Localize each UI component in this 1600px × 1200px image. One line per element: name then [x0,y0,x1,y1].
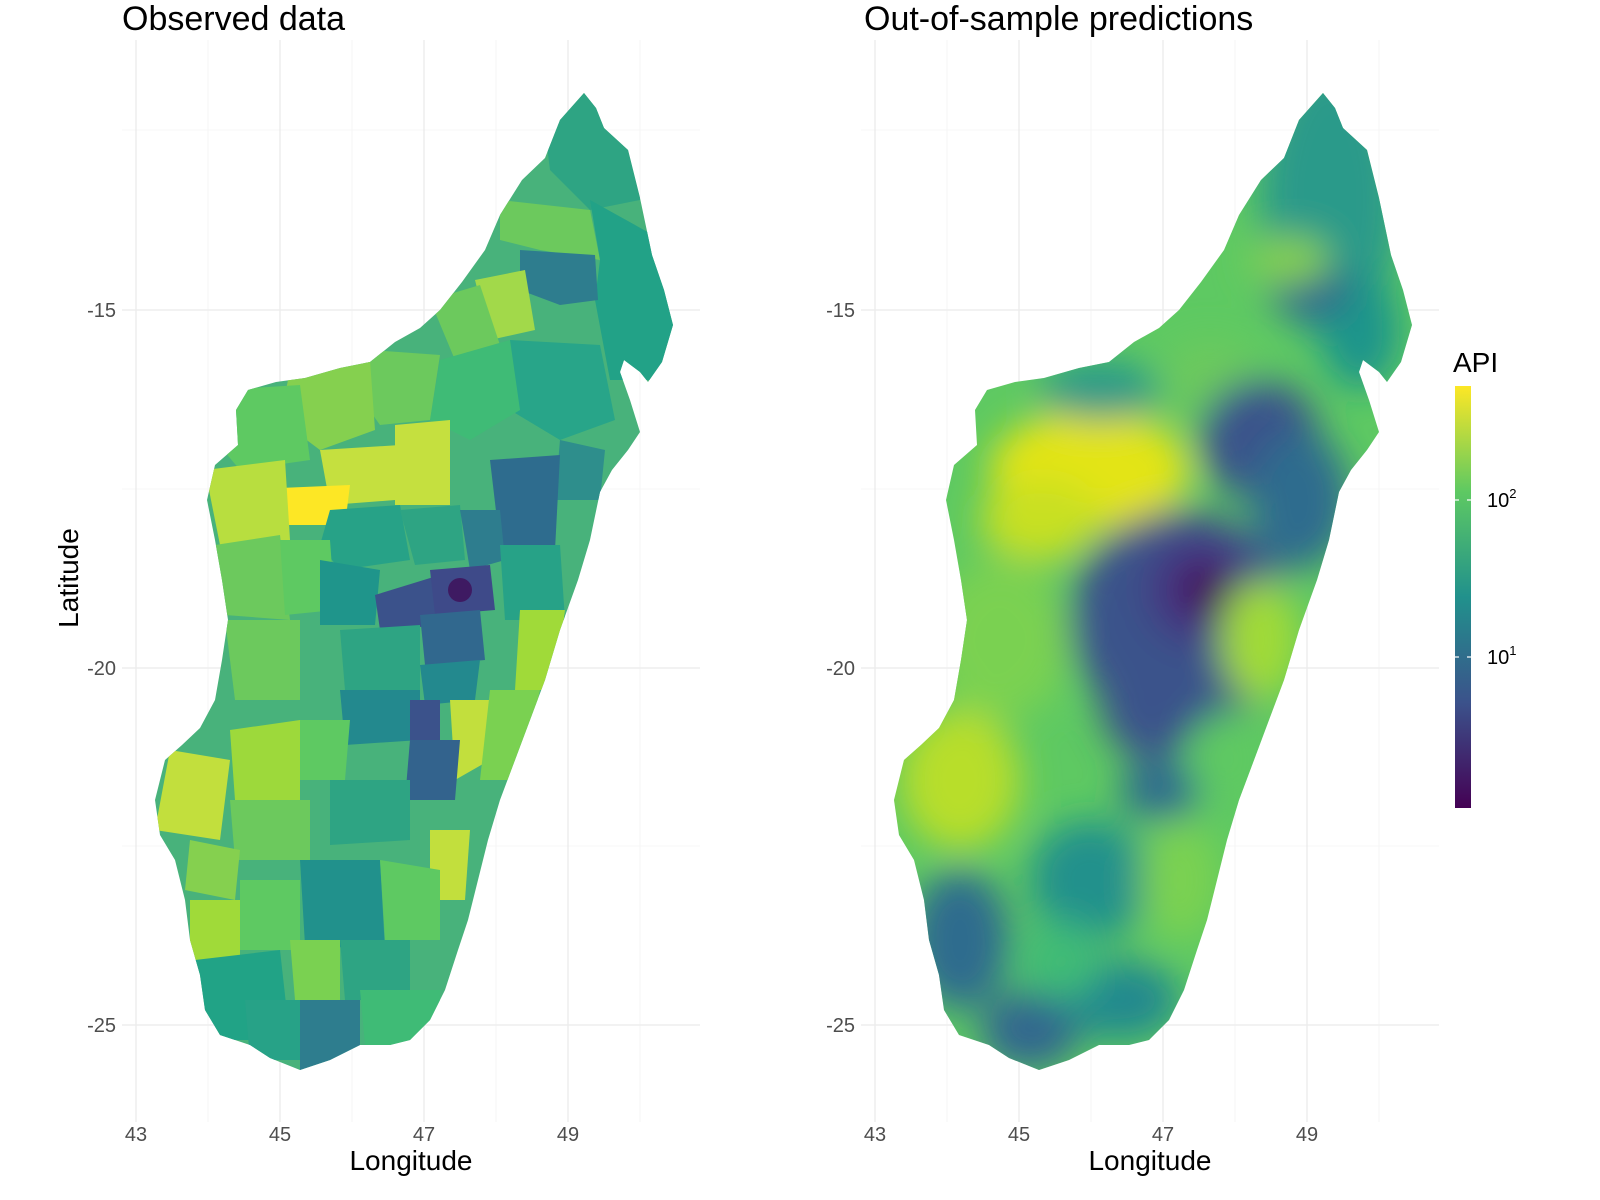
y-tick-label: -25 [826,1015,855,1037]
x-tick-label: 47 [413,1124,435,1146]
colorbar [1455,386,1471,808]
legend-tick-10: 101 [1487,643,1516,669]
prediction-map [894,93,1412,1070]
x-tick-label: 47 [1152,1124,1174,1146]
y-ticks-observed: -15 -20 -25 [87,300,116,1037]
x-axis-label: Longitude [1088,1145,1211,1176]
y-tick-label: -25 [87,1015,116,1037]
panel-title: Out-of-sample predictions [864,0,1253,38]
panel-predictions: 43 45 47 49 -15 -20 -25 Out-of-sample pr… [826,0,1439,1176]
x-ticks-predictions: 43 45 47 49 [864,1124,1318,1146]
legend-title: API [1453,347,1498,378]
panel-observed: 43 45 47 49 -15 -20 -25 Observed data Lo… [53,0,700,1176]
x-tick-label: 49 [1296,1124,1318,1146]
y-axis-label: Latitude [53,528,84,628]
y-tick-label: -20 [87,658,116,680]
y-tick-label: -15 [826,300,855,322]
x-tick-label: 45 [1008,1124,1030,1146]
legend-tick-100: 102 [1487,486,1516,512]
x-axis-label: Longitude [349,1145,472,1176]
x-tick-label: 45 [269,1124,291,1146]
x-tick-label: 49 [557,1124,579,1146]
legend: API 102 101 [1453,347,1516,808]
observed-map [155,93,673,1070]
x-ticks-observed: 43 45 47 49 [125,1124,579,1146]
x-tick-label: 43 [125,1124,147,1146]
y-tick-label: -15 [87,300,116,322]
y-tick-label: -20 [826,658,855,680]
x-tick-label: 43 [864,1124,886,1146]
panel-title: Observed data [122,0,345,38]
y-ticks-predictions: -15 -20 -25 [826,300,855,1037]
